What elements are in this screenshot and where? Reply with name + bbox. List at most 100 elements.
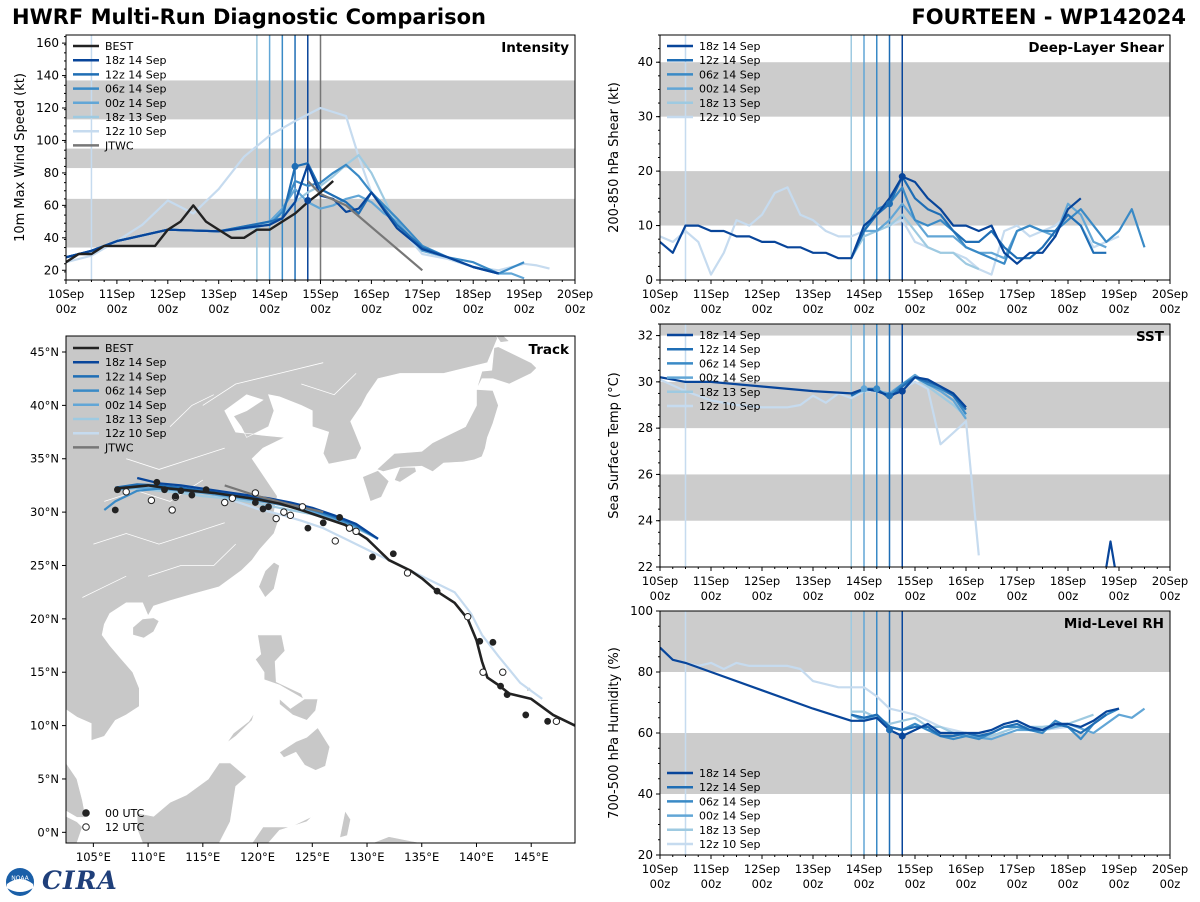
x-tick-date-label: 15Sep	[897, 287, 933, 301]
legend-label: 18z 13 Sep	[699, 824, 761, 837]
track-line-best	[115, 484, 575, 727]
track-point-00utc	[177, 487, 185, 495]
sumatra-land	[66, 815, 83, 843]
x-tick-date-label: 20Sep	[1152, 574, 1188, 588]
intensity-series-group	[66, 106, 550, 280]
y-tick-label: 80	[44, 166, 59, 180]
rh-panel: 2040608010010Sep00z11Sep00z12Sep00z13Sep…	[607, 604, 1188, 891]
sakhalin-land	[495, 336, 510, 343]
init-point-marker	[304, 196, 312, 204]
y-tick-label: 100	[36, 133, 59, 147]
y-tick-label: 60	[44, 198, 59, 212]
x-tick-hour-label: 00z	[752, 302, 773, 316]
track-point-00utc	[336, 514, 344, 521]
track-point-12utc	[552, 717, 561, 726]
y-tick-label: 60	[638, 726, 653, 740]
x-tick-date-label: 18Sep	[455, 287, 491, 301]
x-tick-date-label: 18Sep	[1050, 574, 1086, 588]
track-point-00utc	[188, 491, 196, 499]
track-point-00utc	[489, 638, 497, 646]
x-tick-date-label: 12Sep	[744, 287, 780, 301]
track-point-12utc	[499, 668, 507, 676]
x-tick-hour-label: 00z	[905, 877, 926, 891]
x-tick-date-label: 14Sep	[251, 287, 287, 301]
series-line-18z-14-sep	[660, 646, 1120, 738]
lat-tick-label: 20°N	[30, 612, 59, 626]
legend-label: 12z 10 Sep	[105, 125, 167, 138]
x-tick-hour-label: 00z	[956, 589, 977, 603]
legend-label: 12z 10 Sep	[105, 427, 167, 440]
y-tick-label: 30	[638, 110, 653, 124]
axes-frame	[65, 335, 576, 844]
legend-label: 12z 10 Sep	[699, 111, 761, 124]
init-point-marker	[898, 173, 906, 181]
lat-tick-label: 10°N	[30, 719, 59, 733]
x-tick-hour-label: 00z	[107, 302, 128, 316]
y-tick-label: 20	[638, 164, 653, 178]
x-tick-hour-label: 00z	[1160, 302, 1181, 316]
x-tick-hour-label: 00z	[1007, 877, 1028, 891]
x-tick-hour-label: 00z	[905, 589, 926, 603]
shaded-band	[660, 733, 1170, 794]
track-point-00utc	[369, 553, 376, 561]
x-tick-date-label: 11Sep	[693, 862, 729, 876]
legend-label: 18z 14 Sep	[699, 40, 761, 53]
y-tick-label: 40	[638, 55, 653, 69]
lon-tick-label: 125°E	[295, 850, 330, 864]
series-line-06z-14-sep	[850, 186, 1146, 265]
lon-tick-label: 135°E	[404, 850, 439, 864]
track-point-00utc	[114, 486, 121, 494]
x-tick-date-label: 14Sep	[846, 862, 882, 876]
cira-logo: NOAA CIRA	[4, 866, 117, 898]
x-tick-hour-label: 00z	[1109, 589, 1130, 603]
track-point-00utc	[172, 492, 179, 500]
panel-title: Mid-Level RH	[1064, 616, 1164, 632]
legend-label: 06z 14 Sep	[699, 795, 761, 808]
legend-label: 00z 14 Sep	[699, 810, 761, 823]
x-tick-date-label: 14Sep	[846, 574, 882, 588]
lat-tick-label: 0°N	[37, 825, 59, 839]
x-tick-date-label: 12Sep	[744, 862, 780, 876]
x-tick-date-label: 17Sep	[404, 287, 440, 301]
y-axis-label: Sea Surface Temp (°C)	[607, 372, 622, 519]
lat-tick-label: 30°N	[30, 505, 59, 519]
legend-label: 12z 14 Sep	[105, 370, 167, 383]
track-point-00utc	[497, 682, 504, 690]
x-tick-hour-label: 00z	[803, 877, 824, 891]
noaa-logo-text: NOAA	[11, 875, 29, 882]
x-tick-date-label: 16Sep	[948, 574, 984, 588]
rh-series-group	[660, 646, 1146, 741]
y-tick-label: 22	[638, 560, 653, 574]
track-point-00utc	[202, 486, 210, 494]
x-tick-date-label: 11Sep	[99, 287, 135, 301]
legend-label: 12z 14 Sep	[699, 781, 761, 794]
series-line-18z-13-sep	[850, 213, 980, 271]
y-tick-label: 26	[638, 467, 653, 481]
x-tick-hour-label: 00z	[701, 302, 722, 316]
lat-tick-label: 5°N	[37, 772, 59, 786]
admin-border	[169, 394, 214, 427]
x-tick-hour-label: 00z	[956, 877, 977, 891]
track-point-00utc	[319, 519, 327, 527]
halmahera-land	[339, 810, 351, 839]
y-axis-label: 200-850 hPa Shear (kt)	[607, 82, 622, 233]
x-tick-hour-label: 00z	[361, 302, 382, 316]
series-line-12z-14-sep	[851, 713, 1107, 738]
track-point-00utc	[476, 637, 484, 645]
track-point-12utc	[122, 488, 130, 496]
visayas-land	[279, 698, 319, 721]
x-tick-date-label: 12Sep	[744, 574, 780, 588]
sst-series-group	[660, 373, 1116, 567]
borneo-land	[136, 762, 248, 843]
y-axis-label: 10m Max Wind Speed (kt)	[13, 73, 28, 242]
y-tick-label: 28	[638, 421, 653, 435]
x-tick-hour-label: 00z	[1109, 302, 1130, 316]
x-tick-hour-label: 00z	[1058, 302, 1079, 316]
x-tick-date-label: 19Sep	[1101, 574, 1137, 588]
legend-label: 18z 13 Sep	[105, 413, 167, 426]
x-tick-hour-label: 00z	[1160, 877, 1181, 891]
x-tick-hour-label: 00z	[854, 589, 875, 603]
track-point-12utc	[331, 537, 339, 545]
